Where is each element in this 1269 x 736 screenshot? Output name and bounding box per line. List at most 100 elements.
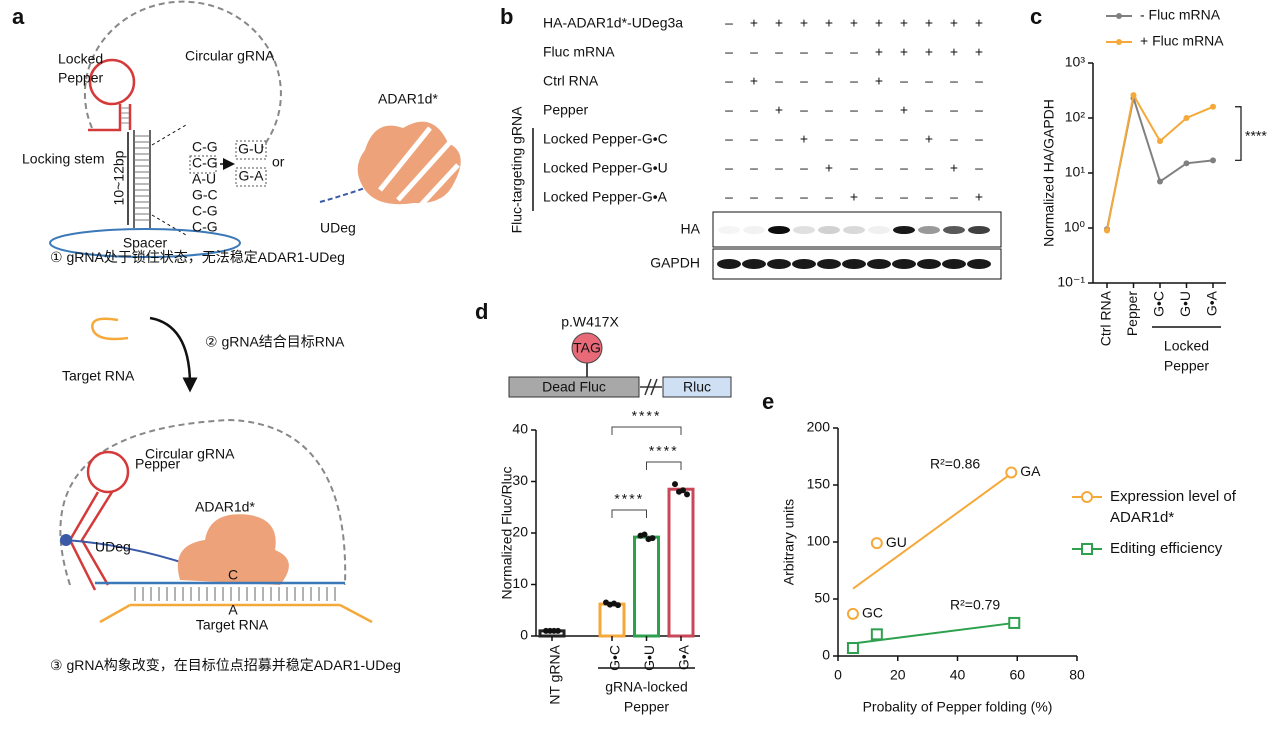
- x-tick-label: 40: [950, 667, 966, 683]
- group-label: Fluc-targeting gRNA: [509, 106, 525, 233]
- group-label: Pepper: [624, 699, 669, 715]
- lane-sign: –: [750, 160, 758, 176]
- legend-marker: [1072, 491, 1102, 503]
- lane-sign: +: [825, 15, 833, 31]
- sig-bracket: [646, 461, 682, 470]
- circular-grna-ring: [83, 0, 282, 149]
- lane-sign: –: [850, 131, 858, 147]
- fit-label: R²=0.86: [930, 456, 980, 472]
- adar-stripes: [378, 126, 460, 208]
- pepper-stem: [88, 104, 132, 132]
- point: [615, 602, 621, 609]
- point: [1183, 115, 1190, 121]
- y-tick-label: 50: [814, 590, 830, 606]
- y-tick-label: 10¹: [1065, 164, 1086, 180]
- bar: [667, 487, 695, 638]
- bar: [633, 535, 660, 638]
- lane-sign: +: [850, 189, 858, 205]
- lane-sign: –: [925, 189, 933, 205]
- fit-line: [852, 472, 1012, 590]
- rluc-box: [662, 376, 732, 398]
- target-rna-icon: [91, 317, 129, 341]
- x-tick-label: G•A: [676, 644, 692, 670]
- lane-sign: –: [775, 73, 783, 89]
- point: [1210, 157, 1216, 164]
- locked-pepper-label: Pepper: [58, 70, 103, 86]
- lane-sign: –: [800, 160, 808, 176]
- blot-band: [767, 259, 791, 269]
- base-pair: C-G: [192, 155, 218, 171]
- udeg-label: UDeg: [320, 220, 356, 236]
- stem-rungs: [134, 135, 150, 221]
- target-rna-label: Target RNA: [62, 368, 135, 384]
- lane-sign: –: [725, 73, 733, 89]
- row-label: Locked Pepper-G•A: [543, 189, 668, 205]
- step3-label: ③ gRNA构象改变，在目标位点招募并稳定ADAR1-UDeg: [50, 657, 401, 673]
- spacer: [49, 228, 241, 258]
- y-tick-label: 10²: [1065, 109, 1086, 125]
- x-tick-label: NT gRNA: [547, 644, 563, 704]
- dead-fluc-box: [508, 376, 640, 398]
- x-tick-label: Ctrl RNA: [1098, 290, 1114, 346]
- lane-sign: –: [750, 102, 758, 118]
- blot-band: [843, 226, 865, 234]
- locked-pepper-label: Locked: [58, 51, 103, 67]
- group-label: Pepper: [1164, 358, 1209, 374]
- lane-sign: +: [800, 131, 808, 147]
- lane-sign: +: [950, 44, 958, 60]
- blot-band: [867, 259, 891, 269]
- lane-sign: +: [750, 73, 758, 89]
- blot-label: GAPDH: [650, 255, 700, 271]
- point: [1210, 103, 1216, 110]
- lane-sign: –: [800, 189, 808, 205]
- group-label: Locked: [1164, 338, 1209, 354]
- lane-sign: –: [925, 160, 933, 176]
- y-tick-label: 100: [807, 533, 831, 549]
- circular-grna-label: Circular gRNA: [145, 446, 235, 462]
- lane-sign: –: [975, 73, 983, 89]
- lane-sign: +: [800, 15, 808, 31]
- point: [1005, 466, 1018, 479]
- legend-marker: [1072, 543, 1102, 555]
- lane-sign: –: [850, 44, 858, 60]
- lane-sign: –: [950, 131, 958, 147]
- x-tick-label: 0: [834, 667, 842, 683]
- point: [1157, 138, 1163, 145]
- lane-sign: –: [875, 102, 883, 118]
- lane-sign: +: [850, 15, 858, 31]
- blot-band: [817, 259, 841, 269]
- point: [684, 491, 690, 498]
- row-label: Fluc mRNA: [543, 44, 615, 60]
- lane-sign: –: [900, 160, 908, 176]
- y-tick-label: 10⁻¹: [1057, 274, 1085, 290]
- bar: [598, 602, 626, 638]
- legend-label: - Fluc mRNA: [1140, 7, 1221, 23]
- lane-sign: +: [900, 15, 908, 31]
- lane-sign: –: [775, 131, 783, 147]
- point: [555, 627, 561, 634]
- point: [672, 481, 678, 488]
- udeg-linker: [319, 187, 366, 203]
- lane-sign: +: [875, 44, 883, 60]
- blot-band: [718, 226, 740, 234]
- udeg-label: UDeg: [95, 539, 131, 555]
- edit-base: A: [228, 602, 238, 618]
- lane-sign: –: [725, 160, 733, 176]
- panel-a: a Circular gRNA Locked Pepper 10~12bp Lo…: [12, 0, 461, 633]
- blot-band: [917, 259, 941, 269]
- point: [641, 531, 648, 538]
- target-rna-label: Target RNA: [196, 617, 269, 633]
- sig-bracket: [1235, 106, 1242, 161]
- x-tick-label: 60: [1009, 667, 1025, 683]
- panel-b: b HA-ADAR1d*-UDeg3a – + + + + + + + + + + Fluc mRNA –…: [500, 4, 1002, 280]
- group-label: gRNA-locked: [605, 679, 687, 695]
- base-pair: C-G: [192, 203, 218, 219]
- legend-entry: Expression level of ADAR1d*: [1072, 486, 1262, 528]
- point: [1183, 160, 1190, 167]
- lane-sign: –: [800, 102, 808, 118]
- blot-band: [793, 226, 815, 234]
- lane-sign: –: [825, 102, 833, 118]
- point: [1008, 616, 1021, 629]
